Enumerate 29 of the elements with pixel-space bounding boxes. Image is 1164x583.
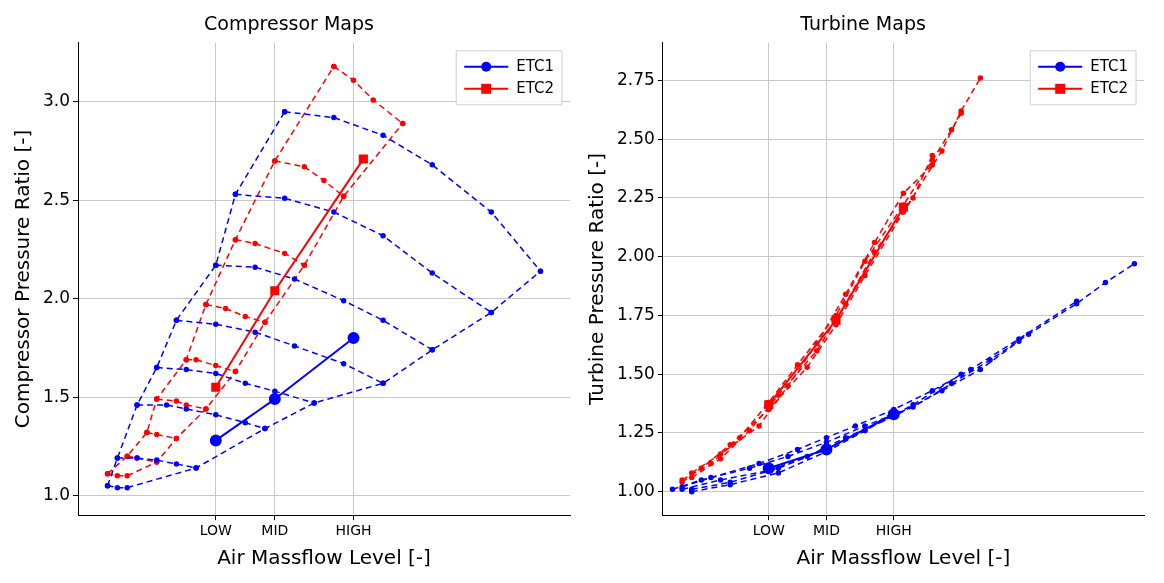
y-tick-label: 3.0 [42,90,71,111]
y-tick-label: 1.25 [616,421,655,442]
x-tick-label: MID [812,522,840,539]
x-tick-label: LOW [199,522,233,539]
x-axis-title: Air Massflow Level [-] [217,545,431,570]
x-axis-title: Air Massflow Level [-] [796,545,1011,570]
x-tick-label: HIGH [335,522,372,539]
y-tick-label: 1.75 [616,303,655,324]
chart-title: Compressor Maps [204,12,374,35]
y-tick-label: 1.00 [616,480,655,501]
x-tick-label: LOW [752,522,785,539]
y-tick-label: 1.0 [42,483,71,504]
y-tick-label: 2.0 [42,287,71,308]
y-tick-label: 2.5 [42,188,71,209]
y-tick-label: 2.50 [616,127,655,148]
y-tick-label: 2.25 [616,186,655,207]
y-tick-label: 2.75 [616,68,655,89]
y-axis-title: Turbine Pressure Ratio [-] [584,153,609,406]
legend-label: ETC2 [1090,78,1128,97]
y-axis-title: Compressor Pressure Ratio [-] [10,129,35,429]
x-tick-label: HIGH [875,522,912,539]
legend-label: ETC2 [516,78,554,97]
legend-label: ETC1 [1090,56,1128,75]
y-tick-label: 1.5 [42,385,71,406]
y-tick-label: 1.50 [616,362,655,383]
chart-title: Turbine Maps [799,12,926,35]
legend-label: ETC1 [516,56,554,75]
y-tick-label: 2.00 [616,245,655,266]
x-tick-label: MID [261,522,289,539]
